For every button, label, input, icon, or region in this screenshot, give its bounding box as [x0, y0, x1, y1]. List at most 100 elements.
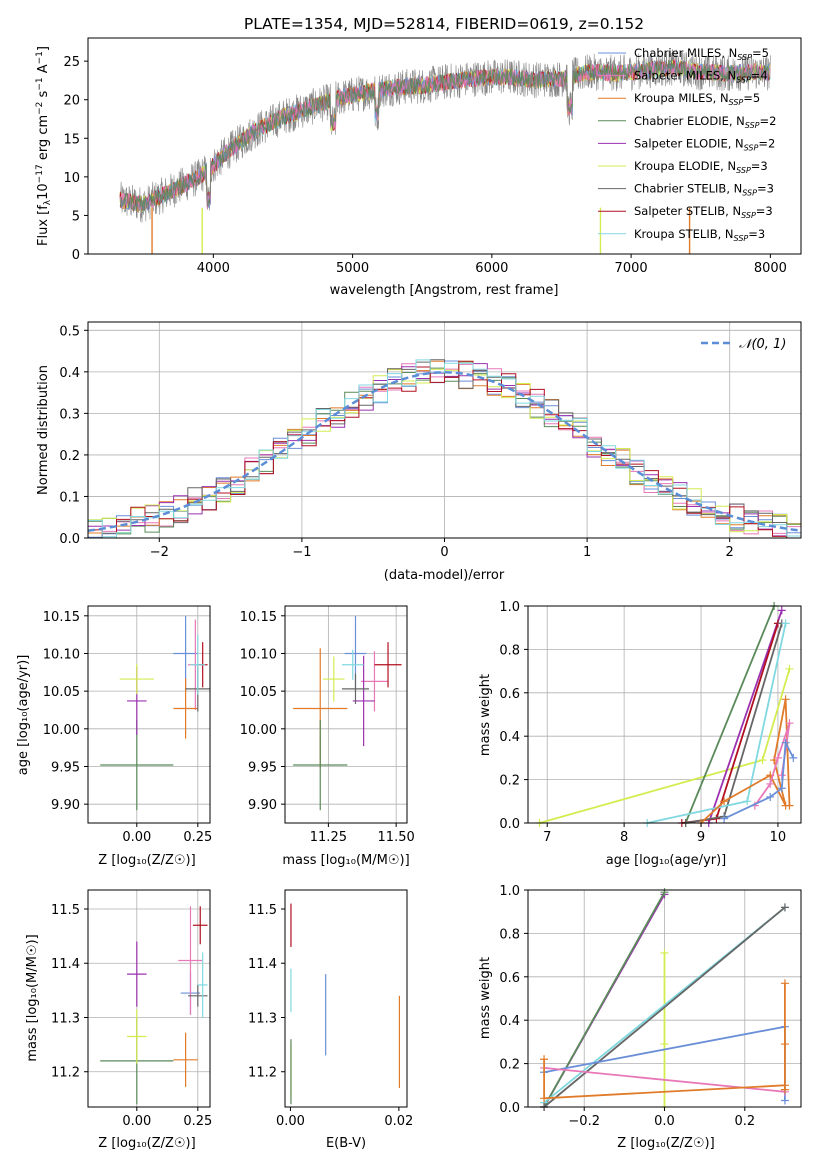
- weight-marker: [785, 664, 794, 673]
- panel-frame: [87, 889, 211, 1108]
- spectrum-panel: 4000 5000 6000 7000 8000 0 5 10 15 20 25 waveleng…: [35, 37, 802, 298]
- residuals-ytick-label: 0.1: [59, 490, 80, 505]
- xtick-label: 11.50: [378, 830, 415, 845]
- weight-marker: [766, 792, 775, 801]
- ytick-label: 10.00: [240, 723, 277, 738]
- residuals-xtick-label: −1: [292, 545, 311, 560]
- weight-marker: [789, 753, 798, 762]
- massZ-xlabel: Z [log₁₀(Z/Z☉)]: [98, 1136, 195, 1151]
- weight-marker: [780, 1040, 789, 1049]
- residuals-ylabel: Normed distribution: [36, 365, 51, 495]
- residual-histogram: [88, 360, 801, 539]
- spectrum-xtick-label: 4000: [197, 261, 230, 276]
- spectrum-xlabel: wavelength [Angstrom, rest frame]: [330, 283, 559, 298]
- spectrum-plot-area: [119, 49, 771, 254]
- ytick-label: 11.3: [51, 1011, 80, 1026]
- spectrum-ytick-label: 5: [72, 209, 80, 224]
- spectrum-ytick-label: 10: [63, 171, 80, 186]
- mass-vs-reddening-panel: 0.00 0.02 11.2 11.3 11.4 11.5: [248, 889, 413, 1129]
- residuals-ytick-label: 0.3: [59, 407, 80, 422]
- spectrum-xtick-label: 5000: [336, 261, 369, 276]
- ytick-label: 9.90: [248, 798, 277, 813]
- weight-series-line: [543, 906, 786, 1108]
- xtick-label: 0.00: [122, 830, 151, 845]
- residuals-xtick-label: 1: [583, 545, 591, 560]
- residuals-plot-area: [87, 359, 802, 539]
- panel-frame: [87, 605, 211, 824]
- weight-marker: [780, 1085, 789, 1094]
- massZ-ylabel: mass [log₁₀(M/M☉)]: [25, 934, 40, 1061]
- legend-label: Chabrier ELODIE, NSSP=2: [634, 114, 776, 130]
- ytick-label: 0.4: [499, 1014, 520, 1029]
- gaussian-legend-label: 𝒩(0, 1): [739, 337, 786, 352]
- panel-frame: [284, 605, 408, 824]
- weight-marker: [781, 695, 790, 704]
- residuals-xticks: −2 −1 0 1 2: [150, 538, 734, 560]
- legend-label: Kroupa MILES, NSSP=5: [634, 91, 760, 107]
- mass-vs-metallicity-panel: 0.00 0.25 11.2 11.3 11.4 11.5: [51, 889, 212, 1129]
- weight-marker: [781, 619, 790, 628]
- spectrum-series-line: [119, 59, 771, 213]
- ytick-label: 11.2: [51, 1066, 80, 1081]
- xtick-label: 0.00: [122, 1114, 151, 1129]
- xtick-label: 8: [620, 830, 628, 845]
- ytick-label: 0.0: [499, 1101, 520, 1116]
- weight-vs-age-panel: 7 8 9 10 0.0 0.2 0.4 0.6 0.8 1.0: [499, 600, 802, 845]
- xtick-label: −0.2: [568, 1114, 600, 1129]
- weight-marker: [660, 888, 669, 897]
- residuals-ytick-label: 0.4: [59, 366, 80, 381]
- weight-marker: [780, 1096, 789, 1105]
- ytick-label: 9.95: [51, 760, 80, 775]
- ageZ-ylabel: age [log₁₀(age/yr)]: [16, 655, 31, 776]
- gaussian-curve: [87, 371, 802, 532]
- weight-vs-metallicity-panel: −0.2 0.0 0.2 0.0 0.2 0.4 0.6 0.8 1.0: [499, 884, 802, 1129]
- xtick-label: 11.25: [310, 830, 347, 845]
- ytick-label: 11.2: [248, 1066, 277, 1081]
- spectrum-ytick-label: 0: [72, 248, 80, 263]
- legend-label: Salpeter MILES, NSSP=4: [634, 69, 768, 85]
- legend-label: Kroupa ELODIE, NSSP=3: [634, 159, 768, 175]
- age-vs-metallicity-panel: 0.00 0.25 9.90 9.95 10.00 10.05 10.10 10.15: [43, 605, 212, 845]
- weight-series-line: [539, 668, 791, 824]
- spectrum-yticks: 0 5 10 15 20 25: [63, 55, 88, 263]
- wAge-ylabel: mass weight: [478, 674, 493, 756]
- ytick-label: 10.05: [240, 685, 277, 700]
- weight-marker: [720, 797, 729, 806]
- ytick-label: 10.05: [43, 685, 80, 700]
- weight-marker: [758, 756, 767, 765]
- spectrum-xtick-label: 7000: [615, 261, 648, 276]
- residuals-ytick-label: 0.5: [59, 324, 80, 339]
- spectrum-xtick-label: 8000: [754, 261, 787, 276]
- weight-marker: [660, 948, 669, 957]
- ytick-label: 0.6: [499, 971, 520, 986]
- legend-label: Kroupa STELIB, NSSP=3: [634, 227, 765, 243]
- weight-marker: [766, 779, 775, 788]
- ytick-label: 9.95: [248, 760, 277, 775]
- weight-marker: [780, 979, 789, 988]
- weight-marker: [720, 814, 729, 823]
- xtick-label: 10: [770, 830, 787, 845]
- xtick-label: 0.00: [276, 1114, 305, 1129]
- weight-series-line: [543, 983, 786, 1100]
- ytick-label: 0.8: [499, 643, 520, 658]
- xtick-label: 0.2: [734, 1114, 755, 1129]
- residuals-xlabel: (data-model)/error: [384, 568, 505, 583]
- weight-marker: [777, 606, 786, 615]
- weight-marker: [743, 797, 752, 806]
- ytick-label: 1.0: [499, 600, 520, 615]
- ytick-label: 10.15: [240, 610, 277, 625]
- ytick-label: 1.0: [499, 884, 520, 899]
- xtick-label: 0.02: [384, 1114, 413, 1129]
- ageZ-xlabel: Z [log₁₀(Z/Z☉)]: [98, 853, 195, 868]
- spectrum-ytick-label: 20: [63, 94, 80, 109]
- ytick-label: 0.2: [499, 774, 520, 789]
- weight-marker: [781, 738, 790, 747]
- spectrum-ytick-label: 25: [63, 55, 80, 70]
- legend-label: Salpeter ELODIE, NSSP=2: [634, 136, 775, 152]
- ytick-label: 0.2: [499, 1058, 520, 1073]
- weight-marker: [540, 1055, 549, 1064]
- spectrum-frame: [87, 37, 802, 255]
- weight-marker: [780, 903, 789, 912]
- spectrum-xtick-label: 6000: [475, 261, 508, 276]
- legend-label: Chabrier MILES, NSSP=5: [634, 46, 769, 62]
